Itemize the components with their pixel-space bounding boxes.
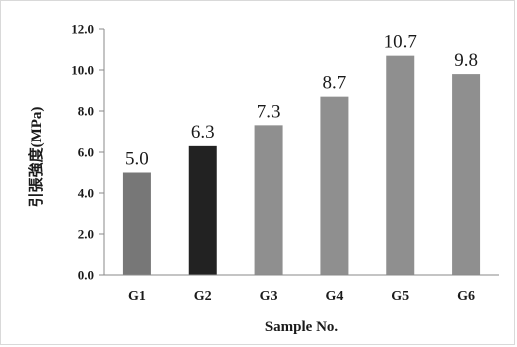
x-axis-ticks: G1 G2 G3 G4 G5 G6 (128, 289, 475, 304)
y-tick-label: 12.0 (71, 22, 94, 37)
data-label: 10.7 (384, 32, 417, 53)
y-axis-ticks: 0.0 2.0 4.0 6.0 8.0 10.0 12.0 (71, 22, 104, 283)
bars (122, 55, 481, 276)
bar-g5 (386, 55, 415, 276)
data-label: 8.7 (323, 73, 347, 94)
bar-g2 (188, 145, 217, 275)
x-tick-label: G6 (457, 289, 475, 304)
x-tick-label: G3 (260, 289, 278, 304)
y-tick-label: 8.0 (78, 104, 94, 119)
data-label: 7.3 (257, 101, 281, 122)
x-tick-label: G1 (128, 289, 146, 304)
bar-g4 (320, 96, 349, 276)
y-axis-title: 引張強度(MPa) (27, 107, 45, 208)
bar-g1 (122, 172, 151, 275)
data-label: 6.3 (191, 122, 215, 143)
y-tick-label: 10.0 (71, 63, 94, 78)
data-label: 9.8 (454, 50, 478, 71)
y-tick-label: 4.0 (78, 186, 94, 201)
x-tick-label: G2 (194, 289, 212, 304)
x-tick-label: G5 (391, 289, 409, 304)
data-labels: 5.0 6.3 7.3 8.7 10.7 9.8 (125, 32, 478, 170)
y-tick-label: 2.0 (78, 227, 94, 242)
x-axis-title: Sample No. (265, 319, 339, 335)
y-tick-label: 0.0 (78, 268, 94, 283)
bar-g6 (452, 74, 481, 275)
bar-g3 (254, 125, 283, 275)
y-tick-label: 6.0 (78, 145, 94, 160)
x-tick-label: G4 (325, 289, 343, 304)
data-label: 5.0 (125, 149, 149, 170)
